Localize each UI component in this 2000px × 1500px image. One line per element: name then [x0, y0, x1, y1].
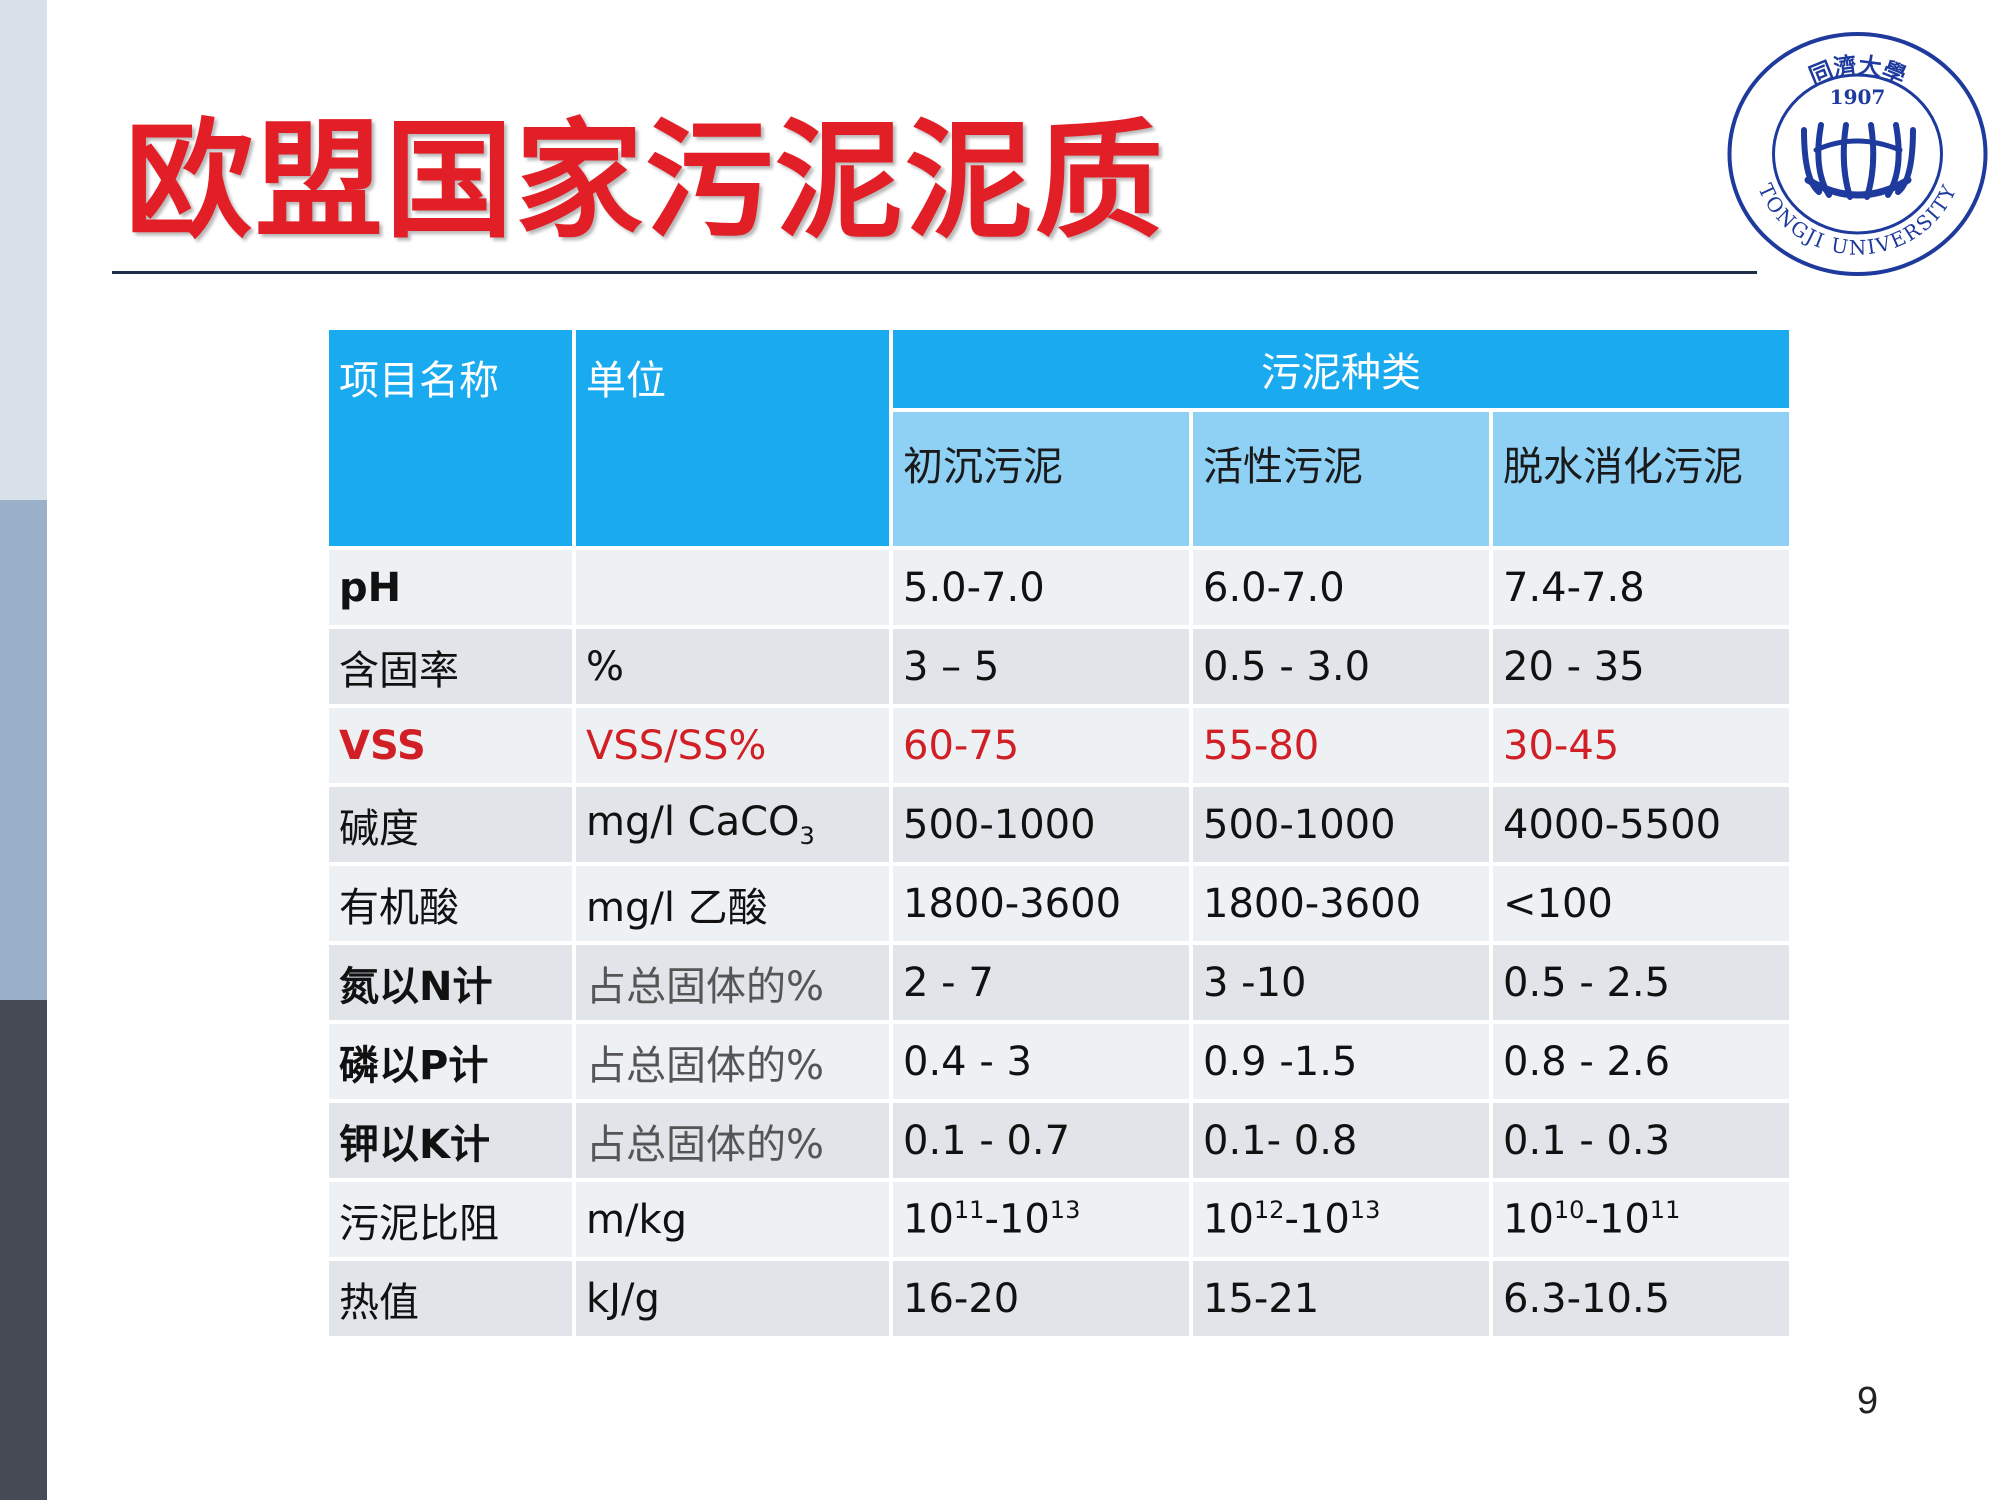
table-row-phosphorus: 磷以P计 占总固体的% 0.4 - 3 0.9 -1.5 0.8 - 2.6 [329, 1024, 1790, 1099]
value-exponent: 13 [1349, 1196, 1381, 1225]
digested-value-cell: 0.5 - 2.5 [1493, 945, 1790, 1020]
digested-value-cell: 6.3-10.5 [1493, 1261, 1790, 1336]
primary-value-cell: 0.1 - 0.7 [893, 1103, 1189, 1178]
unit-cell: mg/l 乙酸 [576, 866, 889, 941]
digested-value-cell: 30-45 [1493, 708, 1790, 783]
param-cell: 碱度 [329, 787, 572, 862]
param-cell: 污泥比阻 [329, 1182, 572, 1257]
unit-text: mg/l CaCO [586, 799, 800, 845]
unit-cell: VSS/SS% [576, 708, 889, 783]
digested-value-cell: 7.4-7.8 [1493, 550, 1790, 625]
table-row-solids-content: 含固率 % 3 – 5 0.5 - 3.0 20 - 35 [329, 629, 1790, 704]
logo-year: 1907 [1830, 85, 1886, 109]
logo-emblem-icon [1801, 122, 1916, 200]
primary-value-cell: 5.0-7.0 [893, 550, 1189, 625]
activated-value-cell: 0.9 -1.5 [1193, 1024, 1489, 1099]
param-cell: 磷以P计 [329, 1024, 572, 1099]
unit-cell [576, 550, 889, 625]
table-row-alkalinity: 碱度 mg/l CaCO3 500-1000 500-1000 4000-550… [329, 787, 1790, 862]
table-row-heating-value: 热值 kJ/g 16-20 15-21 6.3-10.5 [329, 1261, 1790, 1336]
unit-subscript: 3 [799, 822, 815, 850]
page-number: 9 [1857, 1380, 1879, 1422]
table-row-potassium: 钾以K计 占总固体的% 0.1 - 0.7 0.1- 0.8 0.1 - 0.3 [329, 1103, 1790, 1178]
unit-cell: % [576, 629, 889, 704]
sidebar-band-mid [0, 500, 47, 1000]
activated-value-cell: 55-80 [1193, 708, 1489, 783]
title-underline [112, 271, 1757, 274]
primary-value-cell: 2 - 7 [893, 945, 1189, 1020]
value-base: -10 [984, 1196, 1050, 1243]
unit-cell: 占总固体的% [576, 945, 889, 1020]
digested-value-cell: 0.1 - 0.3 [1493, 1103, 1790, 1178]
param-cell: 含固率 [329, 629, 572, 704]
sidebar-band-dark [0, 1000, 47, 1500]
digested-value-cell: <100 [1493, 866, 1790, 941]
primary-value-cell: 1011-1013 [893, 1182, 1189, 1257]
primary-value-cell: 60-75 [893, 708, 1189, 783]
primary-value-cell: 1800-3600 [893, 866, 1189, 941]
param-cell: pH [329, 550, 572, 625]
table-row-vss: VSS VSS/SS% 60-75 55-80 30-45 [329, 708, 1790, 783]
param-cell: 热值 [329, 1261, 572, 1336]
table-row-ph: pH 5.0-7.0 6.0-7.0 7.4-7.8 [329, 550, 1790, 625]
unit-cell: 占总固体的% [576, 1103, 889, 1178]
value-exponent: 11 [953, 1196, 985, 1225]
table-row-specific-resistance: 污泥比阻 m/kg 1011-1013 1012-1013 1010-1011 [329, 1182, 1790, 1257]
slide-title: 欧盟国家污泥泥质 [125, 107, 1166, 256]
param-cell: 氮以N计 [329, 945, 572, 1020]
unit-cell: mg/l CaCO3 [576, 787, 889, 862]
table-row-nitrogen: 氮以N计 占总固体的% 2 - 7 3 -10 0.5 - 2.5 [329, 945, 1790, 1020]
digested-value-cell: 0.8 - 2.6 [1493, 1024, 1790, 1099]
sidebar-band-light [0, 0, 47, 500]
primary-value-cell: 0.4 - 3 [893, 1024, 1189, 1099]
param-cell: 钾以K计 [329, 1103, 572, 1178]
value-base: 10 [1203, 1196, 1254, 1243]
header-sludge-type-group: 污泥种类 [893, 330, 1790, 408]
header-primary-sludge: 初沉污泥 [893, 412, 1189, 546]
activated-value-cell: 0.1- 0.8 [1193, 1103, 1489, 1178]
param-cell: VSS [329, 708, 572, 783]
value-base: -10 [1584, 1196, 1650, 1243]
header-digested-sludge: 脱水消化污泥 [1493, 412, 1790, 546]
header-activated-sludge: 活性污泥 [1193, 412, 1489, 546]
header-param: 项目名称 [329, 330, 572, 546]
tongji-university-logo: 同濟大學 1907 TONGJI UNIVERSITY [1727, 32, 1988, 276]
value-exponent: 10 [1553, 1196, 1585, 1225]
activated-value-cell: 1012-1013 [1193, 1182, 1489, 1257]
header-unit: 单位 [576, 330, 889, 546]
activated-value-cell: 6.0-7.0 [1193, 550, 1489, 625]
value-base: -10 [1284, 1196, 1350, 1243]
table-row-organic-acid: 有机酸 mg/l 乙酸 1800-3600 1800-3600 <100 [329, 866, 1790, 941]
activated-value-cell: 0.5 - 3.0 [1193, 629, 1489, 704]
value-exponent: 13 [1049, 1196, 1081, 1225]
digested-value-cell: 1010-1011 [1493, 1182, 1790, 1257]
param-cell: 有机酸 [329, 866, 572, 941]
activated-value-cell: 3 -10 [1193, 945, 1489, 1020]
activated-value-cell: 500-1000 [1193, 787, 1489, 862]
digested-value-cell: 20 - 35 [1493, 629, 1790, 704]
unit-cell: 占总固体的% [576, 1024, 889, 1099]
digested-value-cell: 4000-5500 [1493, 787, 1790, 862]
value-base: 10 [1503, 1196, 1554, 1243]
value-exponent: 12 [1253, 1196, 1285, 1225]
activated-value-cell: 15-21 [1193, 1261, 1489, 1336]
sludge-quality-table: 项目名称 单位 污泥种类 初沉污泥 活性污泥 脱水消化污泥 pH 5.0-7.0… [325, 326, 1793, 1340]
value-exponent: 11 [1649, 1196, 1681, 1225]
primary-value-cell: 3 – 5 [893, 629, 1189, 704]
primary-value-cell: 500-1000 [893, 787, 1189, 862]
primary-value-cell: 16-20 [893, 1261, 1189, 1336]
value-base: 10 [903, 1196, 954, 1243]
unit-cell: m/kg [576, 1182, 889, 1257]
unit-cell: kJ/g [576, 1261, 889, 1336]
activated-value-cell: 1800-3600 [1193, 866, 1489, 941]
